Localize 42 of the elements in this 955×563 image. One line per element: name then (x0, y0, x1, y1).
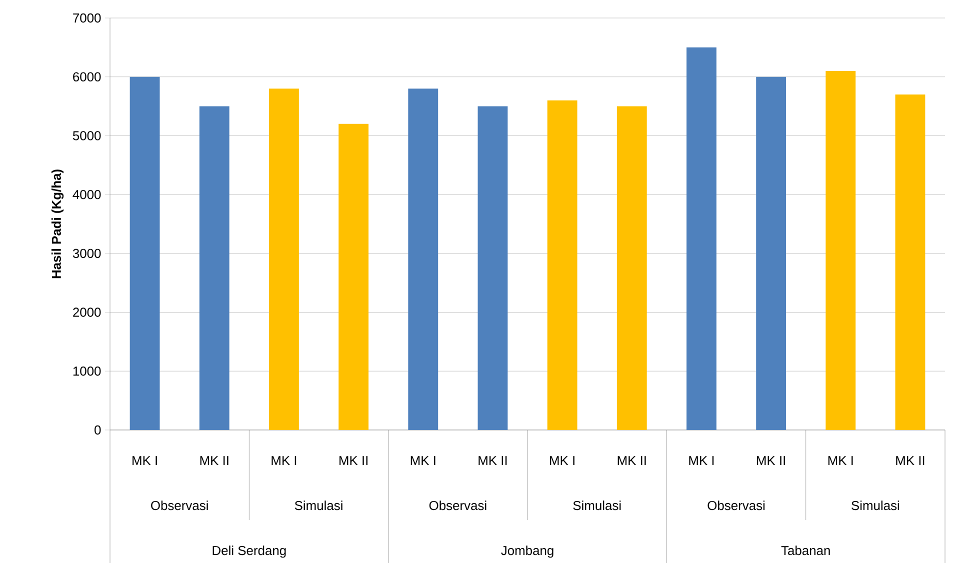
text: Observasi (429, 500, 486, 510)
bar (686, 47, 716, 430)
x-tick-label: MK II (340, 456, 368, 465)
x-tick-label: MK I (828, 456, 853, 465)
bar (895, 94, 926, 430)
text: Tabanan (781, 546, 830, 556)
text: Simulasi (294, 500, 342, 510)
text: Observasi (151, 500, 208, 510)
bar (130, 76, 160, 430)
text: Observasi (708, 500, 765, 510)
x-tick-label: MK I (550, 456, 574, 465)
bar (199, 106, 230, 430)
bar (408, 88, 438, 430)
x-tick-label: MK I (410, 456, 436, 465)
x-tick-label: MK I (689, 456, 714, 465)
y-axis-title: Hasil Padi (Kg/ha) (51, 170, 64, 278)
x-tick-label: MK II (757, 456, 785, 465)
bar (478, 106, 508, 430)
x-tick-label: MK II (200, 456, 228, 465)
y-tick-label: 5000 (72, 131, 101, 140)
x-tick-label: MK I (272, 456, 296, 465)
y-tick-label: 2000 (73, 308, 101, 317)
x-tick-label: MK II (618, 456, 646, 465)
x-tick-label: MK II (896, 456, 924, 465)
x-tick-label: MK II (478, 456, 507, 465)
text: Jombang (501, 546, 554, 558)
text: Simulasi (852, 500, 900, 510)
y-tick-label: 0 (94, 425, 101, 435)
y-tick-label: 4000 (72, 190, 101, 200)
text: Simulasi (573, 500, 621, 510)
y-tick-label: 3000 (72, 248, 101, 258)
x-tick-label: MK I (132, 456, 157, 465)
bar (547, 100, 578, 430)
y-tick-label: 1000 (73, 366, 101, 376)
bar (756, 76, 786, 430)
bar (616, 106, 647, 430)
text: Deli Serdang (212, 546, 286, 558)
y-tick-label: 7000 (73, 13, 101, 23)
y-tick-label: 6000 (73, 72, 101, 82)
bar (826, 70, 856, 430)
bar (338, 124, 369, 430)
bar (269, 88, 299, 430)
